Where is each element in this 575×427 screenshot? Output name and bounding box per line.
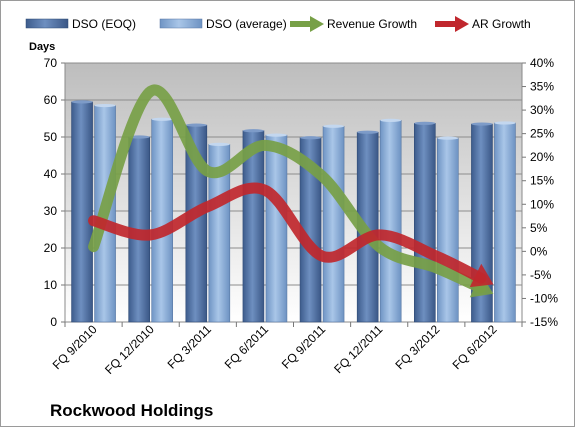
legend-swatch-dso-average: [159, 18, 203, 29]
bar-dso-eoq: [414, 123, 436, 323]
x-axis: FQ 9/2010 FQ 12/2010 FQ 3/2011 FQ 6/2011 FQ …: [50, 322, 523, 377]
left-tick-label: 50: [44, 130, 58, 144]
bar-dso-average-top: [380, 118, 402, 122]
x-tick-label: FQ 9/2011: [279, 322, 329, 372]
legend-label-dso-average: DSO (average): [206, 17, 287, 31]
bar-dso-eoq-top: [242, 129, 264, 133]
bar-dso-average-top: [265, 133, 287, 137]
line-ar-growth: [88, 182, 487, 284]
legend-label-dso-eoq: DSO (EOQ): [72, 17, 136, 31]
bar-dso-average: [322, 125, 345, 323]
legend: DSO (EOQ) DSO (average) Revenue Growth A…: [25, 16, 531, 32]
legend-swatch-dso-eoq: [25, 18, 69, 29]
arrowhead-ar-growth: [469, 263, 494, 288]
left-tick-label: 0: [50, 315, 57, 329]
legend-item-dso-eoq: DSO (EOQ): [25, 17, 136, 31]
right-tick-label: -15%: [530, 315, 558, 329]
legend-arrowhead-ar-growth: [455, 16, 469, 32]
left-tick-label: 10: [44, 278, 58, 292]
left-tick-label: 70: [44, 56, 58, 70]
bar-dso-average: [151, 118, 173, 323]
x-tick-label: FQ 3/2012: [392, 322, 442, 372]
x-tick-label: FQ 12/2010: [102, 322, 157, 377]
left-tick-label: 60: [44, 93, 58, 107]
company-name: Rockwood Holdings: [50, 401, 213, 420]
legend-label-ar-growth: AR Growth: [472, 17, 531, 31]
right-tick-label: -10%: [530, 291, 558, 305]
bar-dso-average: [265, 134, 288, 323]
bar-dso-average-top: [94, 103, 116, 108]
right-tick-label: 25%: [530, 127, 554, 141]
right-tick-label: 20%: [530, 150, 554, 164]
bar-dso-average: [494, 122, 516, 323]
bar-dso-average-top: [494, 121, 516, 125]
left-tick-label: 30: [44, 204, 58, 218]
line-revenue-growth: [88, 84, 487, 294]
bar-dso-average: [437, 137, 459, 323]
right-axis: -15% -10% -5% 0% 5% 10% 15% 20% 25% 30% 35% 40%: [522, 56, 558, 329]
left-axis: 0 10 20 30 40 50 60 70: [44, 56, 65, 329]
bar-dso-average-top: [323, 124, 345, 128]
right-tick-label: 40%: [530, 56, 554, 70]
legend-label-revenue-growth: Revenue Growth: [327, 17, 417, 31]
left-tick-label: 40: [44, 167, 58, 181]
bar-dso-eoq-top: [71, 100, 93, 104]
growth-lines: [88, 84, 494, 298]
bar-dso-eoq-top: [471, 122, 493, 126]
bar-dso-eoq-top: [357, 130, 379, 134]
bar-dso-eoq-top: [128, 135, 150, 139]
bar-dso-eoq: [71, 101, 93, 323]
legend-item-ar-growth: AR Growth: [435, 16, 531, 32]
bar-dso-eoq-top: [185, 123, 207, 127]
bar-dso-average: [379, 120, 402, 323]
legend-item-revenue-growth: Revenue Growth: [290, 16, 417, 32]
x-tick-label: FQ 6/2011: [222, 322, 272, 372]
bar-dso-eoq-top: [300, 136, 322, 140]
bar-dso-average-top: [151, 117, 173, 121]
right-tick-label: 35%: [530, 80, 554, 94]
bar-dso-average-top: [437, 136, 459, 140]
right-tick-label: 30%: [530, 103, 554, 117]
legend-item-dso-average: DSO (average): [159, 17, 287, 31]
bar-dso-eoq-top: [414, 121, 436, 125]
y-axis-title: Days: [29, 41, 55, 53]
x-tick-label: FQ 6/2012: [450, 322, 500, 372]
right-tick-label: 0%: [530, 244, 548, 258]
legend-arrowhead-revenue-growth: [310, 16, 324, 32]
x-tick-label: FQ 12/2011: [331, 322, 385, 376]
bar-dso-average-top: [208, 142, 230, 146]
right-tick-label: 15%: [530, 174, 554, 188]
x-tick-label: FQ 9/2010: [50, 322, 100, 372]
right-tick-label: -5%: [530, 268, 552, 282]
right-tick-label: 10%: [530, 197, 554, 211]
x-tick-label: FQ 3/2011: [165, 322, 215, 372]
right-tick-label: 5%: [530, 221, 548, 235]
left-tick-label: 20: [44, 241, 58, 255]
